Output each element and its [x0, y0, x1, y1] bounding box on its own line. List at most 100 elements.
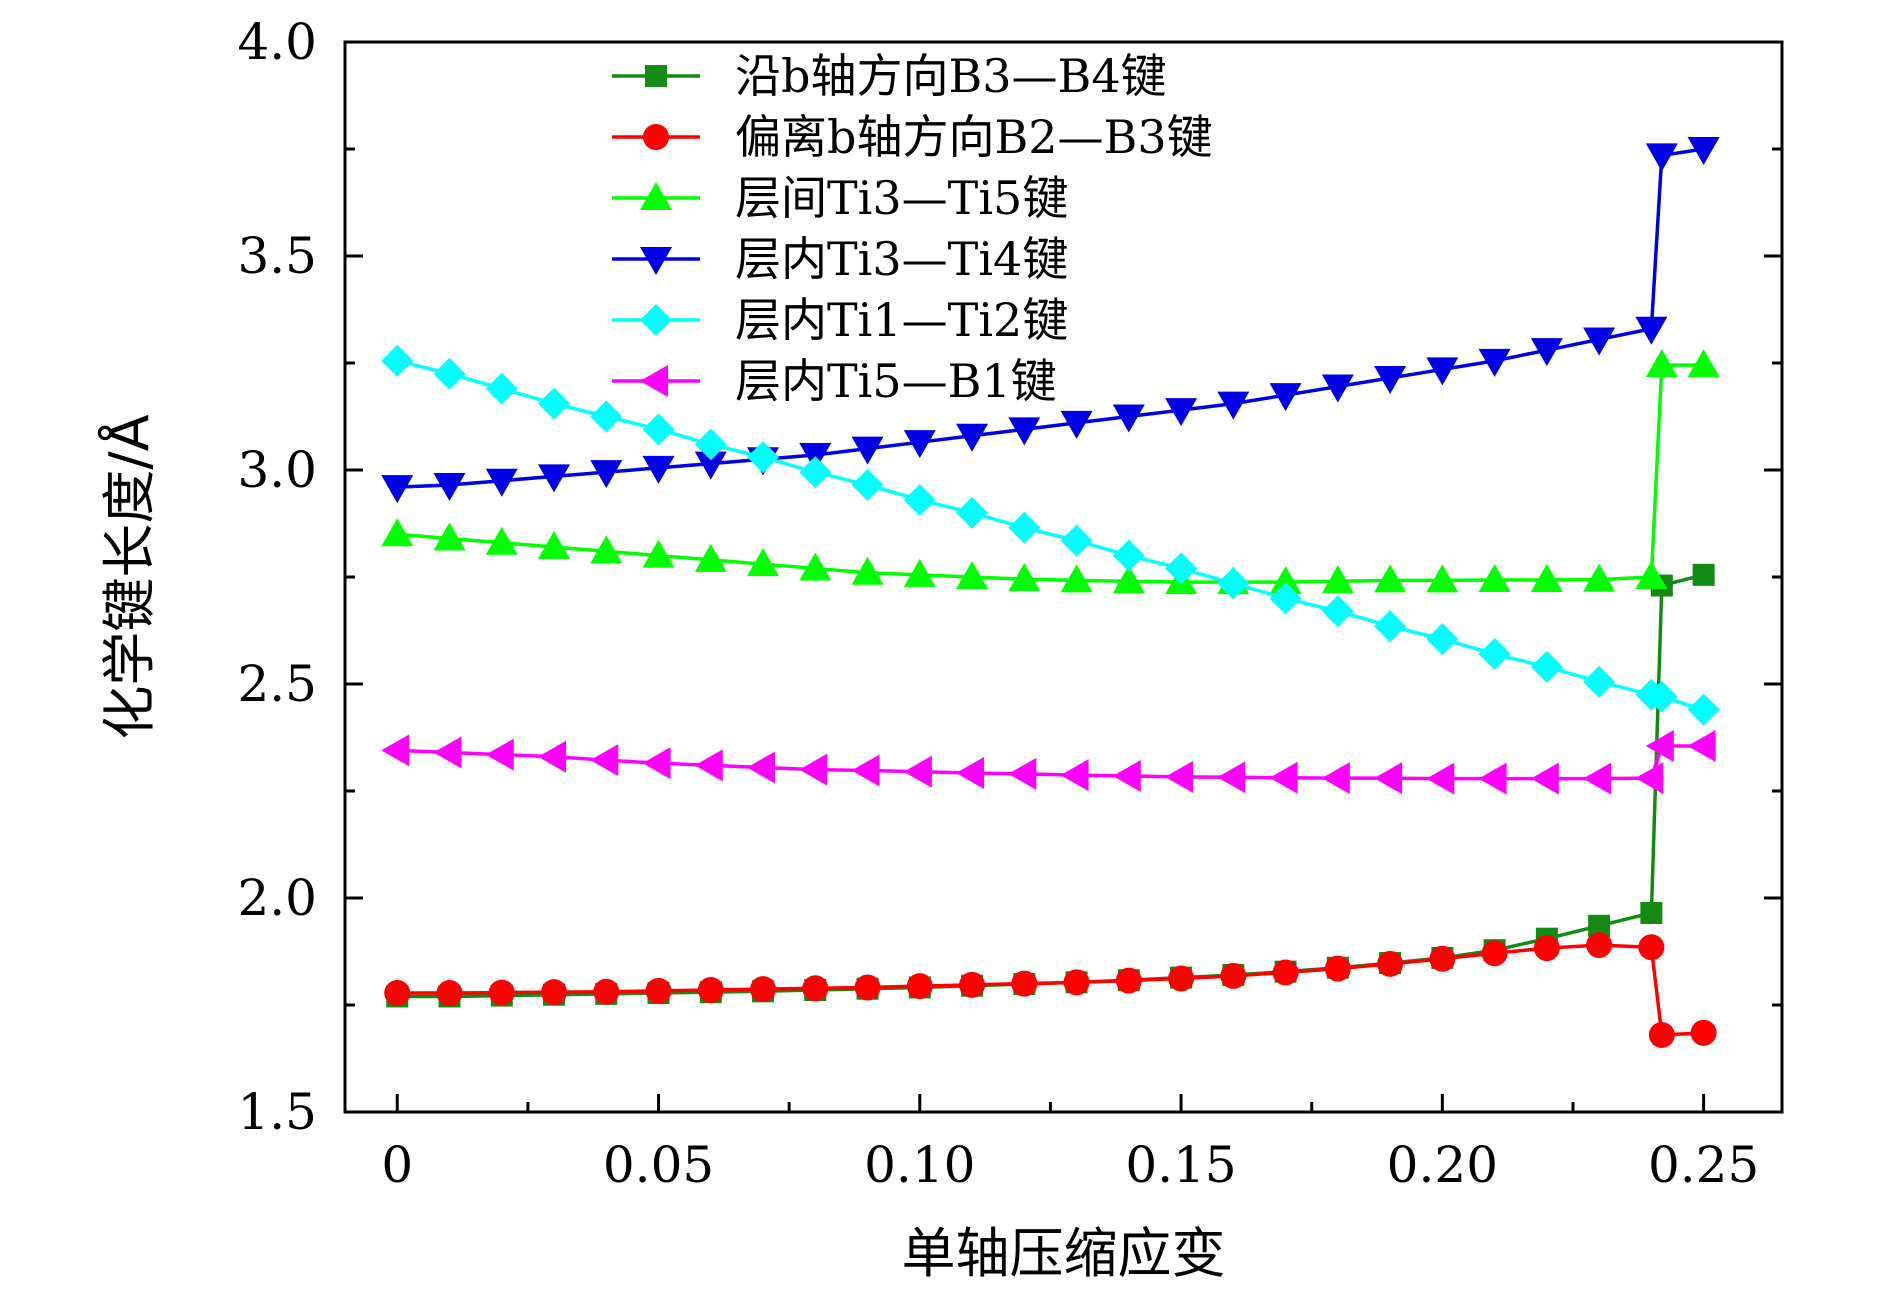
- data-point: [1217, 391, 1250, 420]
- data-point: [1165, 552, 1198, 585]
- series-4: [381, 137, 1720, 504]
- data-point: [903, 755, 932, 788]
- data-point: [1321, 565, 1354, 594]
- data-point: [1112, 539, 1145, 572]
- data-point: [1687, 693, 1720, 726]
- data-point: [1165, 760, 1194, 793]
- y-tick-label: 2.5: [237, 655, 317, 713]
- data-point: [959, 971, 986, 998]
- data-point: [1533, 935, 1560, 962]
- data-point: [1374, 610, 1407, 643]
- legend-label: 沿b轴方向B3—B4键: [735, 49, 1167, 103]
- legend-item: 层内Ti3—Ti4键: [612, 232, 1068, 286]
- data-point: [903, 483, 936, 516]
- data-point: [1063, 969, 1090, 996]
- data-point: [1269, 566, 1302, 595]
- data-point: [1426, 762, 1455, 795]
- legend-item: 层内Ti1—Ti2键: [612, 293, 1068, 347]
- data-point: [956, 423, 989, 452]
- data-point: [694, 749, 723, 782]
- data-point: [1530, 563, 1563, 592]
- data-point: [1583, 563, 1616, 592]
- data-point: [1648, 1021, 1675, 1048]
- data-point: [1220, 962, 1247, 989]
- data-point: [1687, 730, 1716, 763]
- data-point: [1272, 959, 1299, 986]
- data-point: [538, 387, 571, 420]
- legend-marker: [645, 65, 667, 87]
- x-tick-label: 0.25: [1648, 1136, 1759, 1194]
- data-point: [903, 430, 936, 459]
- data-point: [1635, 561, 1668, 589]
- data-point: [694, 543, 727, 572]
- axes-layer: 0 0.05 0.10 0.15 0.20 0.25 1.5 2.0 2.5 3.0 3.5 4.0: [237, 13, 1782, 1194]
- data-point: [1060, 759, 1089, 792]
- data-point: [956, 561, 989, 589]
- data-point: [433, 736, 462, 769]
- data-point: [1583, 665, 1616, 698]
- data-point: [851, 468, 884, 501]
- data-point: [436, 980, 463, 1007]
- data-point: [1478, 762, 1507, 795]
- data-point: [590, 535, 623, 564]
- legend-marker: [640, 182, 672, 210]
- data-point: [1321, 595, 1354, 628]
- series-5: [381, 344, 1720, 726]
- data-point: [485, 468, 518, 497]
- data-point: [1586, 932, 1613, 959]
- data-point: [1269, 383, 1302, 412]
- data-point: [642, 455, 675, 484]
- data-point: [1426, 357, 1459, 386]
- data-point: [1583, 327, 1616, 356]
- data-point: [593, 978, 620, 1005]
- data-point: [1583, 762, 1612, 795]
- data-point: [1690, 1019, 1717, 1046]
- data-point: [1429, 945, 1456, 972]
- series-line: [397, 943, 1704, 1037]
- data-point: [538, 464, 571, 493]
- data-point: [1687, 137, 1720, 165]
- series-line: [397, 744, 1704, 781]
- data-point: [1008, 511, 1041, 544]
- data-point: [1481, 940, 1508, 967]
- legend-label: 层内Ti1—Ti2键: [735, 293, 1068, 347]
- data-point: [851, 556, 884, 585]
- legend-item: 层内Ti5—B1键: [612, 354, 1057, 408]
- x-tick-label: 0.05: [603, 1136, 714, 1194]
- data-point: [694, 428, 727, 461]
- data-point: [381, 518, 414, 547]
- data-point: [384, 980, 411, 1007]
- data-point: [1374, 365, 1407, 394]
- series-6: [381, 730, 1716, 795]
- y-tick-label: 4.0: [237, 13, 317, 71]
- data-point: [1426, 564, 1459, 593]
- data-point: [1530, 338, 1563, 367]
- data-point: [1165, 398, 1198, 427]
- series-2: [384, 932, 1717, 1048]
- data-point: [1321, 374, 1354, 403]
- data-point: [1011, 970, 1038, 997]
- data-point: [799, 552, 832, 581]
- data-point: [694, 451, 727, 480]
- x-axis-title: 单轴压缩应变: [902, 1222, 1226, 1285]
- data-point: [433, 357, 466, 390]
- data-point: [1060, 524, 1093, 557]
- data-point: [485, 738, 514, 771]
- series-line: [396, 359, 1705, 712]
- y-tick-label: 1.5: [237, 1083, 317, 1141]
- data-point: [642, 413, 675, 446]
- data-point: [747, 441, 780, 474]
- data-point: [590, 460, 623, 489]
- x-tick-label: 0: [381, 1136, 413, 1194]
- x-tick-label: 0.10: [864, 1136, 975, 1194]
- legend: 沿b轴方向B3—B4键偏离b轴方向B2—B3键层间Ti3—Ti5键层内Ti3—T…: [612, 49, 1213, 408]
- legend-marker: [643, 124, 669, 150]
- legend-label: 偏离b轴方向B2—B3键: [735, 110, 1213, 164]
- data-point: [799, 753, 828, 786]
- data-point: [488, 979, 515, 1006]
- data-point: [1217, 761, 1246, 794]
- legend-item: 层间Ti3—Ti5键: [612, 171, 1068, 225]
- data-point: [1426, 623, 1459, 656]
- data-point: [1645, 680, 1678, 713]
